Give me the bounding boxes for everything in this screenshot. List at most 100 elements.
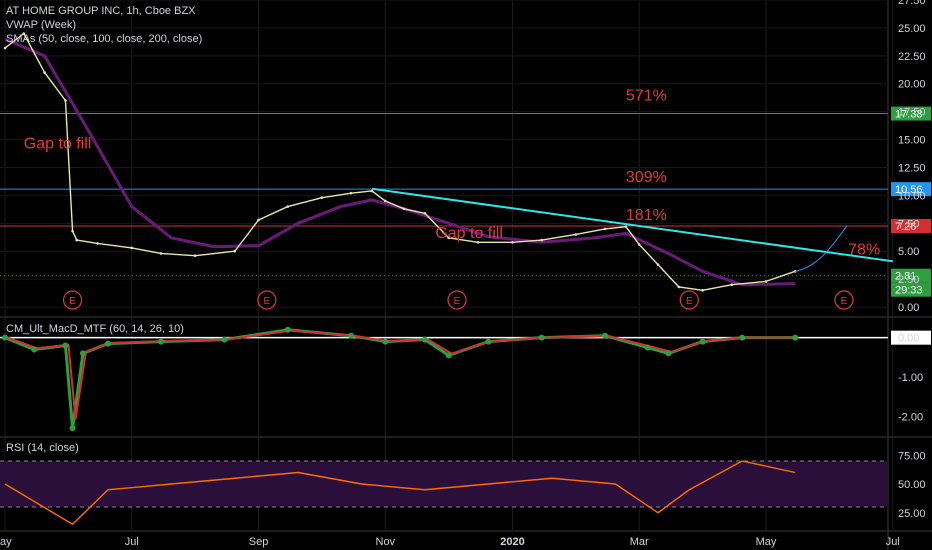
level-price-tag — [891, 182, 931, 197]
price-panel: 17.33 10.56 7.26 2.81 29:33 571% 309% 181% Gap t… — [0, 32, 931, 310]
macd-y-tick-label: 0.00 — [898, 333, 919, 345]
rsi-y-tick-label: 50.00 — [898, 479, 926, 491]
price-point — [370, 189, 374, 193]
x-tick-label: 2020 — [500, 536, 524, 548]
level-price-label: 17.33 — [895, 109, 923, 121]
level-price-label: 10.56 — [895, 184, 923, 196]
macd-cross-dot — [699, 338, 706, 345]
rsi-title[interactable]: RSI (14, close) — [6, 442, 79, 454]
macd-legend: CM_Ult_MacD_MTF (60, 14, 26, 10) — [6, 322, 184, 336]
x-tick-label: Jul — [886, 536, 900, 548]
macd-cross-dot — [538, 334, 545, 341]
annotation-label: 181% — [626, 207, 667, 224]
earnings-marker-label: E — [69, 296, 76, 307]
projection-arrow — [795, 225, 848, 272]
macd-title[interactable]: CM_Ult_MacD_MTF (60, 14, 26, 10) — [6, 323, 184, 335]
level-price-label: 7.26 — [895, 221, 916, 233]
earnings-marker-label: E — [264, 296, 271, 307]
macd-y-tick-label: -2.00 — [898, 411, 923, 423]
y-tick-label: 25.00 — [898, 23, 926, 35]
resistance-trendline — [371, 187, 893, 263]
x-tick-label: Sep — [249, 536, 269, 548]
sma-legend[interactable]: SMAs (50, close, 100, close, 200, close) — [6, 33, 203, 45]
earnings-marker — [257, 290, 277, 310]
macd-cross-dot — [665, 350, 672, 357]
x-tick-label: ay — [0, 536, 12, 548]
level-price-label: 2.81 — [895, 271, 916, 283]
y-tick-label: 20.00 — [898, 79, 926, 91]
macd-cross-dot — [644, 344, 651, 351]
macd-cross-dot — [382, 338, 389, 345]
y-tick-label: 0.00 — [898, 302, 919, 314]
macd-cross-dot — [104, 340, 111, 347]
rsi-y-tick-label: 25.00 — [898, 508, 926, 520]
price-point — [764, 280, 768, 283]
y-tick-label: 2.50 — [898, 274, 919, 286]
x-tick-label: Jul — [125, 536, 139, 548]
price-point — [701, 289, 704, 292]
earnings-marker-label: E — [454, 296, 461, 307]
annotation-label: 78% — [848, 242, 880, 259]
y-tick-label: 17.50 — [898, 107, 926, 119]
macd-line — [4, 328, 796, 430]
countdown-tag — [891, 282, 931, 297]
earnings-marker — [834, 290, 854, 310]
macd-cross-dot — [2, 334, 8, 341]
price-point — [3, 46, 7, 50]
price-point — [540, 238, 543, 242]
price-point — [257, 218, 260, 222]
price-point — [75, 238, 79, 242]
macd-signal-line — [7, 329, 799, 421]
rsi-panel — [0, 460, 888, 525]
price-point — [286, 205, 290, 208]
x-tick-label: May — [756, 536, 777, 548]
level-price-tag — [891, 106, 931, 121]
rsi-band — [0, 461, 888, 507]
annotation-label: 309% — [626, 169, 667, 186]
macd-cross-dot — [739, 334, 746, 341]
price-point — [447, 236, 450, 240]
y-tick-label: 5.00 — [898, 246, 919, 258]
price-point — [320, 196, 324, 199]
price-point — [96, 242, 99, 245]
macd-cross-dot — [62, 342, 69, 349]
price-point — [402, 207, 406, 211]
price-point — [624, 225, 628, 228]
macd-cross-dot — [485, 338, 492, 345]
price-point — [637, 243, 641, 246]
rsi-legend: RSI (14, close) — [6, 441, 79, 455]
countdown-label: 29:33 — [895, 285, 923, 297]
earnings-marker-label: E — [841, 296, 848, 307]
macd-cross-dot — [69, 425, 76, 432]
annotation-label: Gap to fill — [435, 225, 503, 242]
price-point — [730, 283, 734, 287]
vwap-legend[interactable]: VWAP (Week) — [6, 19, 77, 31]
price-point — [71, 229, 74, 233]
annotation-label: 571% — [626, 87, 667, 104]
earnings-marker — [62, 290, 83, 310]
rsi-y-tick-label: 75.00 — [898, 450, 926, 462]
price-point — [603, 227, 607, 231]
price-point — [64, 99, 67, 102]
x-tick-label: Nov — [376, 536, 396, 548]
y-tick-label: 7.50 — [898, 218, 919, 230]
price-point — [130, 246, 134, 250]
price-point — [677, 285, 681, 289]
price-point — [22, 32, 26, 35]
x-tick-label: Mar — [630, 536, 649, 548]
price-point — [511, 241, 514, 244]
price-point — [656, 263, 660, 266]
macd-cross-dot — [221, 336, 228, 343]
macd-panel — [0, 326, 931, 432]
macd-y-tick-label: -1.00 — [898, 372, 923, 384]
macd-cross-dot — [792, 334, 799, 341]
symbol-title[interactable]: AT HOME GROUP INC, 1h, Cboe BZX — [6, 5, 196, 17]
price-point — [233, 249, 237, 253]
y-tick-label: 10.00 — [898, 190, 926, 202]
y-tick-label: 15.00 — [898, 135, 926, 147]
macd-cross-dot — [31, 346, 38, 353]
macd-zero-tag — [891, 330, 931, 345]
macd-cross-dot — [421, 336, 428, 343]
